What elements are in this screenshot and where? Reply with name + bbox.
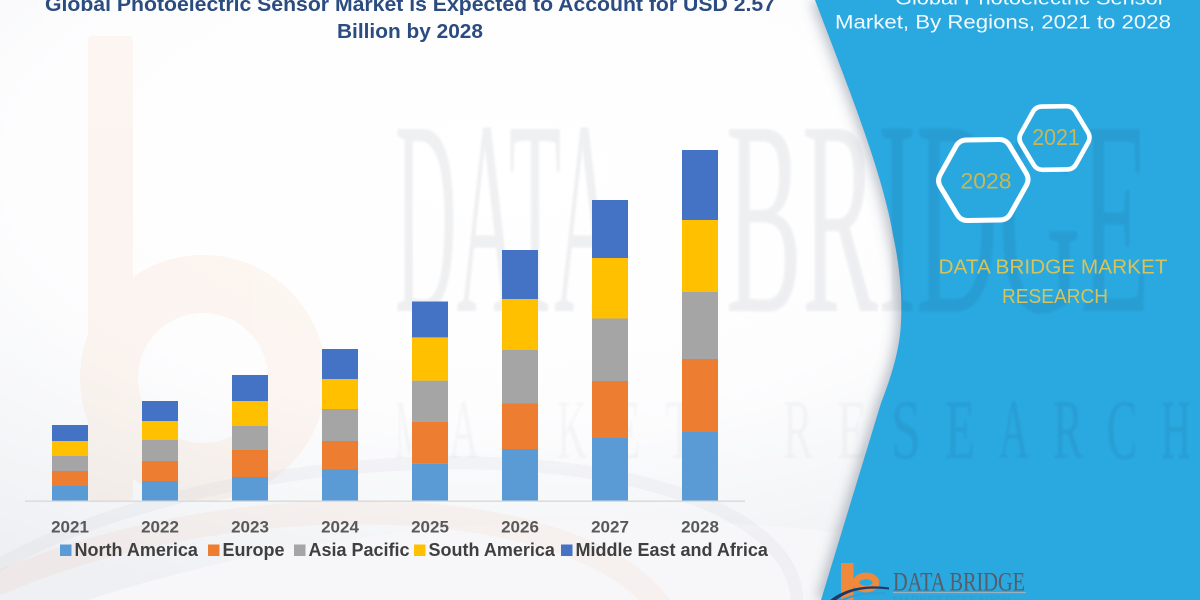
svg-text:A: A bbox=[999, 383, 1029, 477]
svg-text:Middle East and Africa: Middle East and Africa bbox=[576, 540, 769, 560]
svg-text:Billion by 2028: Billion by 2028 bbox=[337, 20, 483, 43]
svg-text:2027: 2027 bbox=[591, 518, 629, 537]
svg-text:Global Photoelectric Sensor Ma: Global Photoelectric Sensor Market is Ex… bbox=[45, 0, 775, 16]
svg-text:2023: 2023 bbox=[231, 518, 269, 537]
svg-text:S: S bbox=[891, 383, 921, 477]
svg-text:E: E bbox=[945, 383, 975, 477]
svg-text:2024: 2024 bbox=[321, 518, 359, 537]
svg-text:K: K bbox=[557, 383, 587, 477]
svg-text:2021: 2021 bbox=[1032, 124, 1080, 150]
svg-text:DATA BRIDGE MARKET: DATA BRIDGE MARKET bbox=[939, 257, 1168, 279]
svg-text:2028: 2028 bbox=[681, 518, 719, 537]
svg-text:E: E bbox=[837, 383, 867, 477]
svg-text:A: A bbox=[449, 383, 479, 477]
svg-text:MARKET RESEARCH: MARKET RESEARCH bbox=[893, 593, 1010, 600]
svg-text:Market, By Regions, 2021 to 20: Market, By Regions, 2021 to 2028 bbox=[835, 13, 1171, 34]
svg-text:H: H bbox=[1161, 383, 1191, 477]
svg-text:2028: 2028 bbox=[961, 169, 1012, 194]
svg-text:R: R bbox=[1053, 383, 1083, 477]
svg-text:North America: North America bbox=[75, 540, 199, 560]
svg-text:South America: South America bbox=[429, 540, 556, 560]
svg-text:R: R bbox=[783, 383, 813, 477]
svg-text:2021: 2021 bbox=[51, 518, 89, 537]
svg-text:2025: 2025 bbox=[411, 518, 449, 537]
svg-text:Asia Pacific: Asia Pacific bbox=[309, 540, 410, 560]
svg-text:2022: 2022 bbox=[141, 518, 179, 537]
svg-text:Europe: Europe bbox=[223, 540, 285, 560]
svg-text:DATA BRIDGE: DATA BRIDGE bbox=[893, 568, 1025, 597]
svg-text:Global Photoelectric Sensor: Global Photoelectric Sensor bbox=[895, 0, 1166, 10]
svg-text:RESEARCH: RESEARCH bbox=[1002, 286, 1108, 308]
svg-text:C: C bbox=[1107, 383, 1137, 477]
svg-text:2026: 2026 bbox=[501, 518, 539, 537]
